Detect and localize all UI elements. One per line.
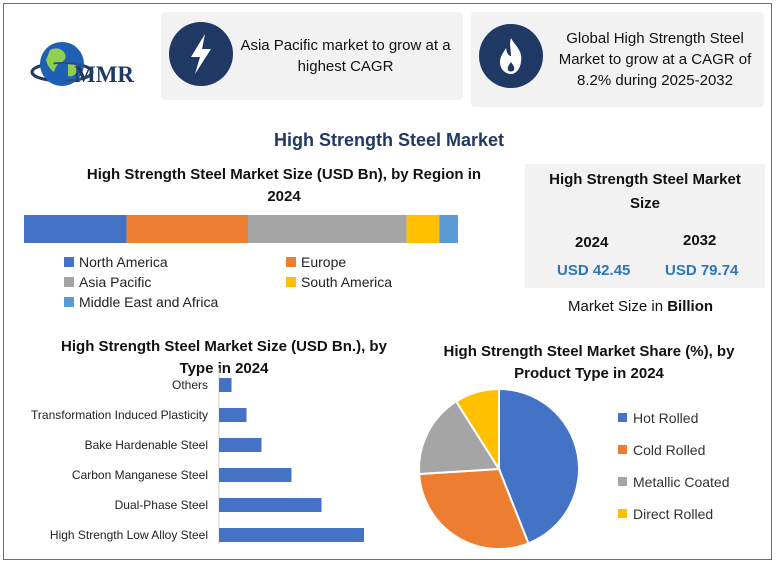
type-bar-3 xyxy=(219,468,292,482)
footer-bold: Billion xyxy=(667,298,714,315)
legend-swatch xyxy=(618,509,627,518)
legend-label: Cold Rolled xyxy=(633,442,706,458)
market-size-title: High Strength Steel Market Size xyxy=(549,171,741,212)
icon-badge xyxy=(169,22,233,86)
region-legend-item: Europe xyxy=(286,254,346,270)
region-segment-1 xyxy=(126,215,248,243)
region-segment-4 xyxy=(439,215,458,243)
year-2024: 2024 xyxy=(575,234,609,251)
lightning-icon xyxy=(191,34,211,74)
legend-label: Direct Rolled xyxy=(633,506,714,522)
legend-label: Asia Pacific xyxy=(79,274,152,290)
legend-swatch xyxy=(64,297,74,307)
legend-label: Hot Rolled xyxy=(633,410,699,426)
year-2032: 2032 xyxy=(683,232,717,249)
legend-label: Middle East and Africa xyxy=(79,294,219,310)
type-tick-label: Bake Hardenable Steel xyxy=(84,438,208,452)
product-pie-chart xyxy=(418,387,580,550)
legend-label: South America xyxy=(301,274,393,290)
legend-swatch xyxy=(286,277,296,287)
pie-legend-item: Hot Rolled xyxy=(618,410,698,426)
legend-swatch xyxy=(618,413,627,422)
mmr-logo: MMR xyxy=(28,34,158,96)
value-2032: USD 79.74 xyxy=(665,262,739,279)
legend-swatch xyxy=(618,445,627,454)
footer-prefix: Market Size in xyxy=(568,298,668,315)
region-legend-item: North America xyxy=(64,254,168,270)
value-2024: USD 42.45 xyxy=(557,262,631,279)
pie-legend-item: Cold Rolled xyxy=(618,442,705,458)
type-tick-label: Transformation Induced Plasticity xyxy=(31,408,208,422)
type-tick-label: Dual-Phase Steel xyxy=(114,498,208,512)
region-stacked-bar xyxy=(24,215,458,243)
card-text: Global High Strength Steel Market to gro… xyxy=(558,30,752,89)
pie-chart-title: High Strength Steel Market Share (%), by… xyxy=(443,343,735,382)
legend-label: Europe xyxy=(301,254,347,270)
type-chart-title: High Strength Steel Market Size (USD Bn.… xyxy=(61,338,387,377)
legend-swatch xyxy=(64,277,74,287)
type-bar-chart xyxy=(218,368,364,544)
main-title: High Strength Steel Market xyxy=(273,130,505,150)
globe-icon xyxy=(30,42,94,86)
market-size-footer: Market Size in Billion xyxy=(568,298,713,315)
legend-swatch xyxy=(618,477,627,486)
type-bar-0 xyxy=(219,378,232,392)
icon-badge xyxy=(479,24,543,88)
region-segment-3 xyxy=(406,215,440,243)
pie-legend-item: Metallic Coated xyxy=(618,474,730,490)
logo-text: MMR xyxy=(74,62,135,87)
region-legend-item: South America xyxy=(286,274,392,290)
infographic-frame: MMR Asia Pacific market to grow at a hig… xyxy=(3,3,772,560)
pie-slice-3 xyxy=(454,387,500,473)
region-chart-title: High Strength Steel Market Size (USD Bn)… xyxy=(86,166,482,205)
type-tick-label: High Strength Low Alloy Steel xyxy=(49,528,208,542)
insight-card-cagr: Global High Strength Steel Market to gro… xyxy=(471,12,764,107)
market-size-card: High Strength Steel Market Size 2024 203… xyxy=(525,164,765,288)
type-bar-2 xyxy=(219,438,262,452)
pie-slice-2 xyxy=(418,400,501,476)
type-bar-4 xyxy=(219,498,322,512)
pie-legend-item: Direct Rolled xyxy=(618,506,713,522)
type-bar-1 xyxy=(219,408,247,422)
card-text: Asia Pacific market to grow at a highest… xyxy=(240,37,451,75)
legend-label: North America xyxy=(79,254,168,270)
pie-slice-1 xyxy=(418,467,530,550)
type-bar-5 xyxy=(219,528,364,542)
type-tick-label: Carbon Manganese Steel xyxy=(71,468,208,482)
region-legend-item: Asia Pacific xyxy=(64,274,151,290)
region-legend-item: Middle East and Africa xyxy=(64,294,218,310)
legend-label: Metallic Coated xyxy=(633,474,730,490)
legend-swatch xyxy=(64,257,74,267)
region-segment-2 xyxy=(248,215,407,243)
type-tick-label: Others xyxy=(171,378,208,392)
insight-card-asia: Asia Pacific market to grow at a highest… xyxy=(161,12,463,100)
legend-swatch xyxy=(286,257,296,267)
flame-icon xyxy=(500,38,522,74)
pie-slice-0 xyxy=(498,387,580,545)
region-segment-0 xyxy=(24,215,127,243)
